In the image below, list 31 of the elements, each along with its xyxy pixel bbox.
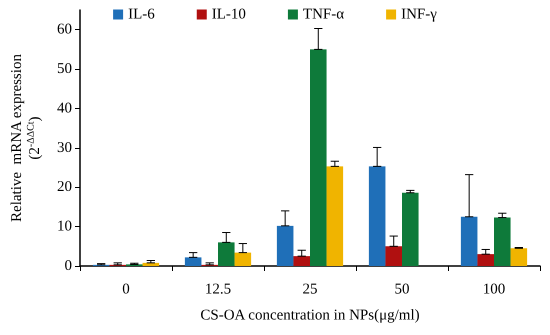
x-tick-label: 25 — [302, 282, 318, 298]
legend-label: IL-6 — [128, 6, 156, 22]
legend-label: IL-10 — [212, 6, 246, 22]
x-tick-label: 50 — [394, 282, 410, 298]
y-tick-label: 40 — [57, 100, 72, 116]
bar — [293, 256, 310, 266]
bar — [234, 252, 252, 266]
y-tick-label: 20 — [57, 179, 72, 196]
bar — [460, 216, 478, 266]
bar — [385, 246, 402, 266]
y-tick-label: 0 — [64, 258, 72, 274]
y-tick-label: 10 — [57, 218, 72, 235]
legend-label: INF-γ — [401, 6, 438, 22]
x-tick-label: 0 — [122, 282, 130, 298]
y-tick-label: 60 — [57, 22, 72, 38]
x-axis-title: CS-OA concentration in NPs(μg/ml) — [200, 308, 420, 324]
bar — [402, 192, 419, 266]
bar — [510, 248, 528, 266]
bar — [494, 218, 511, 266]
y-tick-label: 50 — [57, 61, 72, 78]
bar — [276, 226, 294, 266]
bar — [477, 254, 494, 266]
bar — [218, 242, 235, 266]
x-tick-label: 12.5 — [204, 282, 232, 298]
bar — [184, 257, 202, 266]
bar — [368, 166, 386, 266]
y-tick-label: 30 — [57, 140, 72, 156]
x-tick-label: 100 — [482, 282, 506, 298]
legend-label: TNF-α — [302, 6, 344, 22]
bar — [310, 49, 327, 266]
bar — [326, 166, 344, 266]
